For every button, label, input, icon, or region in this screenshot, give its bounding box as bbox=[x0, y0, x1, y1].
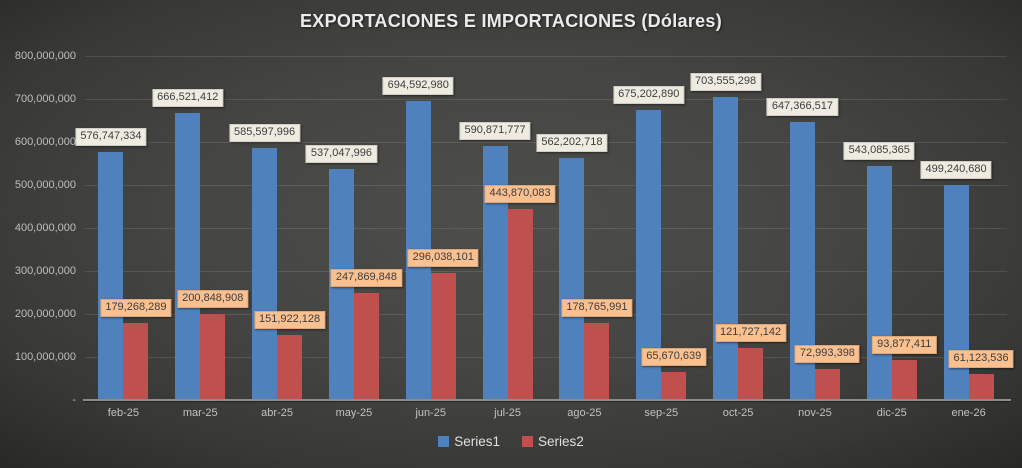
series2-bar bbox=[353, 293, 379, 400]
series2-data-label: 61,123,536 bbox=[948, 349, 1014, 368]
x-axis-category-label: ago-25 bbox=[567, 407, 602, 419]
series2-bar bbox=[123, 322, 149, 400]
series1-data-label: 647,366,517 bbox=[766, 97, 838, 116]
y-axis-tick-label: - bbox=[72, 394, 76, 406]
series2-bar bbox=[430, 272, 456, 400]
y-axis-tick-label: 600,000,000 bbox=[14, 136, 76, 148]
x-axis-category-label: oct-25 bbox=[722, 407, 754, 419]
series1-data-label: 562,202,718 bbox=[536, 134, 608, 153]
series2-bar bbox=[661, 371, 687, 400]
series2-bar bbox=[277, 334, 303, 400]
x-axis-category-label: may-25 bbox=[335, 407, 373, 419]
series1-data-label: 585,597,996 bbox=[228, 124, 301, 143]
y-axis-tick-label: 300,000,000 bbox=[14, 265, 76, 277]
x-axis-category-label: jun-25 bbox=[415, 407, 447, 419]
y-axis-tick-label: 800,000,000 bbox=[14, 50, 76, 62]
series2-bar bbox=[968, 373, 994, 400]
legend-item-series1: Series1 bbox=[438, 434, 500, 449]
y-axis-tick-label: 100,000,000 bbox=[14, 351, 76, 363]
x-axis-category-label: nov-25 bbox=[798, 407, 832, 419]
series1-data-label: 537,047,996 bbox=[305, 145, 377, 164]
series2-bar bbox=[891, 359, 917, 400]
series1-bar bbox=[98, 152, 124, 400]
series1-bar bbox=[559, 158, 585, 400]
y-axis-tick-label: 400,000,000 bbox=[14, 222, 76, 234]
series1-bar bbox=[175, 113, 201, 400]
series2-bar bbox=[814, 368, 840, 400]
series2-bar bbox=[200, 313, 226, 400]
series1-bar bbox=[482, 145, 508, 400]
x-axis-category-label: sep-25 bbox=[644, 407, 679, 419]
series2-data-label: 179,268,289 bbox=[100, 298, 172, 317]
y-axis-tick-label: 500,000,000 bbox=[14, 179, 76, 191]
series1-bar bbox=[866, 166, 892, 400]
series2-data-label: 200,848,908 bbox=[177, 289, 249, 308]
series2-data-label: 178,765,991 bbox=[561, 299, 633, 318]
series1-data-label: 703,555,298 bbox=[689, 73, 762, 92]
x-axis-line bbox=[83, 399, 1011, 401]
x-axis-category-label: mar-25 bbox=[182, 407, 218, 419]
series2-data-label: 72,993,398 bbox=[794, 344, 860, 363]
series1-data-label: 543,085,365 bbox=[843, 142, 915, 161]
series1-data-label: 590,871,777 bbox=[459, 121, 531, 140]
gridline bbox=[85, 228, 1007, 229]
series1-data-label: 675,202,890 bbox=[613, 85, 685, 104]
series2-data-label: 93,877,411 bbox=[872, 335, 937, 354]
y-axis-tick-label: 700,000,000 bbox=[14, 93, 76, 105]
x-axis-category-label: feb-25 bbox=[107, 407, 140, 419]
series1-bar bbox=[252, 148, 278, 400]
y-axis-tick-label: 200,000,000 bbox=[14, 308, 76, 320]
legend: Series1 Series2 bbox=[0, 434, 1022, 449]
series1-data-label: 666,521,412 bbox=[152, 89, 224, 108]
x-axis-category-label: dic-25 bbox=[876, 407, 907, 419]
series1-data-label: 576,747,334 bbox=[75, 128, 147, 146]
series2-data-label: 443,870,083 bbox=[484, 185, 556, 204]
legend-swatch-icon bbox=[438, 436, 450, 447]
gridline bbox=[85, 99, 1007, 100]
series2-bar bbox=[507, 209, 533, 400]
legend-item-series2: Series2 bbox=[522, 434, 584, 449]
series2-data-label: 151,922,128 bbox=[253, 310, 326, 329]
series2-data-label: 121,727,142 bbox=[714, 323, 787, 342]
x-axis-category-label: ene-26 bbox=[951, 407, 986, 419]
x-axis-category-label: jul-25 bbox=[494, 407, 522, 419]
gridline bbox=[85, 314, 1007, 315]
gridline bbox=[85, 357, 1007, 358]
series2-data-label: 65,670,639 bbox=[641, 347, 707, 366]
series2-data-label: 296,038,101 bbox=[407, 248, 479, 267]
legend-swatch-icon bbox=[522, 436, 533, 447]
gridline bbox=[85, 271, 1007, 272]
series1-data-label: 499,240,680 bbox=[920, 161, 992, 180]
series2-data-label: 247,869,848 bbox=[330, 269, 402, 288]
chart-title: EXPORTACIONES E IMPORTACIONES (Dólares) bbox=[299, 11, 723, 31]
series1-data-label: 694,592,980 bbox=[382, 77, 454, 96]
series1-bar bbox=[713, 97, 739, 400]
x-axis-category-label: abr-25 bbox=[261, 407, 293, 419]
series2-bar bbox=[738, 347, 764, 400]
legend-item-label: Series2 bbox=[538, 434, 584, 449]
legend-item-label: Series1 bbox=[454, 434, 500, 449]
series1-bar bbox=[943, 185, 969, 400]
series2-bar bbox=[584, 323, 610, 400]
gridline bbox=[85, 56, 1007, 57]
